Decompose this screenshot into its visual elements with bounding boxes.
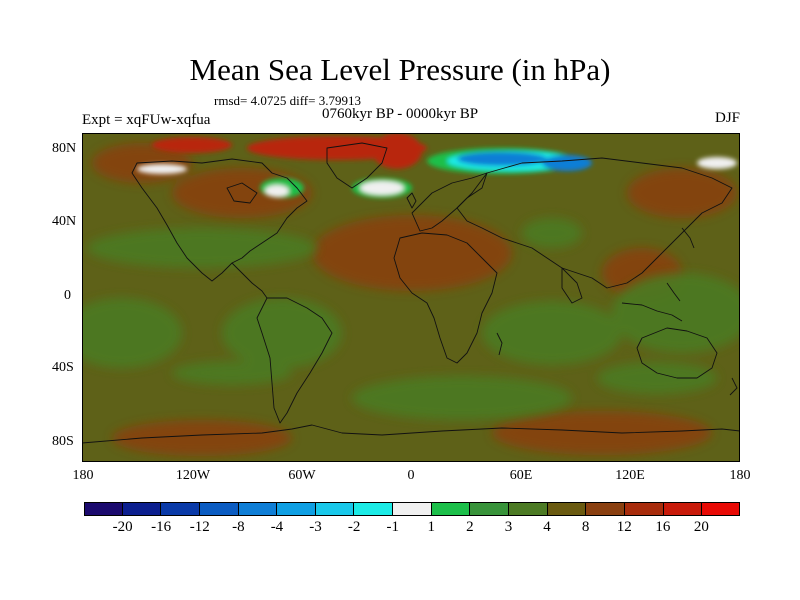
- colorbar-swatch: [199, 502, 239, 516]
- colorbar-swatch: [161, 502, 200, 516]
- lat-label-40n: 40N: [52, 214, 77, 229]
- colorbar-label: -2: [347, 519, 361, 535]
- colorbar-label: 1: [427, 519, 436, 535]
- lon-label-120e: 120E: [615, 468, 645, 483]
- lat-label-80s: 80S: [52, 434, 74, 449]
- colorbar-label: -16: [151, 519, 172, 535]
- colorbar-swatch: [547, 502, 587, 516]
- colorbar-label: -3: [309, 519, 322, 535]
- colorbar-swatch: [354, 502, 394, 516]
- colorbar-label: 4: [543, 519, 551, 535]
- colorbar-label: 3: [504, 519, 513, 535]
- colorbar-label: -8: [232, 519, 245, 535]
- colorbar-swatch: [586, 502, 625, 516]
- colorbar-label: 16: [655, 519, 671, 535]
- experiment-label: Expt = xqFUw-xqfua: [82, 112, 211, 128]
- colorbar-label: -4: [270, 519, 284, 535]
- time-period-label: 0760kyr BP - 0000kyr BP: [322, 106, 479, 122]
- lon-label-120w: 120W: [175, 468, 211, 483]
- colorbar-swatch: [431, 502, 471, 516]
- colorbar-label: 20: [693, 519, 709, 535]
- colorbar-label: 2: [466, 519, 474, 535]
- lat-label-0: 0: [64, 288, 71, 303]
- colorbar-swatch: [277, 502, 316, 516]
- pressure-anomaly-map: [82, 133, 740, 462]
- green-anomaly-fields: [82, 218, 740, 420]
- lat-label-80n: 80N: [52, 141, 77, 156]
- colorbar-swatch: [393, 502, 432, 516]
- colorbar-label: 8: [581, 519, 590, 535]
- colorbar-swatch: [470, 502, 510, 516]
- lon-label-60w: 60W: [288, 468, 316, 483]
- high-pressure-north: [152, 133, 427, 169]
- colorbar-swatch: [122, 502, 162, 516]
- season-label: DJF: [714, 110, 740, 126]
- colorbar-swatch: [702, 502, 740, 516]
- colorbar-swatch: [315, 502, 355, 516]
- coastlines: [82, 142, 740, 444]
- colorbar-label: -1: [386, 519, 399, 535]
- colorbar-swatch: [84, 502, 123, 516]
- rmsd-diff-stats: rmsd= 4.0725 diff= 3.79913: [214, 93, 361, 108]
- colorbar-swatch: [238, 502, 278, 516]
- colorbar-swatch: [509, 502, 548, 516]
- colorbar-label: -12: [189, 519, 210, 535]
- colorbar-swatch: [624, 502, 664, 516]
- map-title: Mean Sea Level Pressure (in hPa): [189, 52, 611, 87]
- colorbar-label: -20: [112, 519, 133, 535]
- lon-label-60e: 60E: [509, 468, 533, 483]
- lon-label-180w: 180: [72, 468, 94, 483]
- colorbar-swatch: [663, 502, 703, 516]
- low-pressure-north: [137, 148, 737, 198]
- lon-label-0: 0: [407, 468, 415, 483]
- lon-label-180e: 180: [729, 468, 751, 483]
- lat-label-40s: 40S: [52, 360, 74, 375]
- colorbar: [84, 502, 740, 516]
- colorbar-label: 12: [616, 519, 632, 535]
